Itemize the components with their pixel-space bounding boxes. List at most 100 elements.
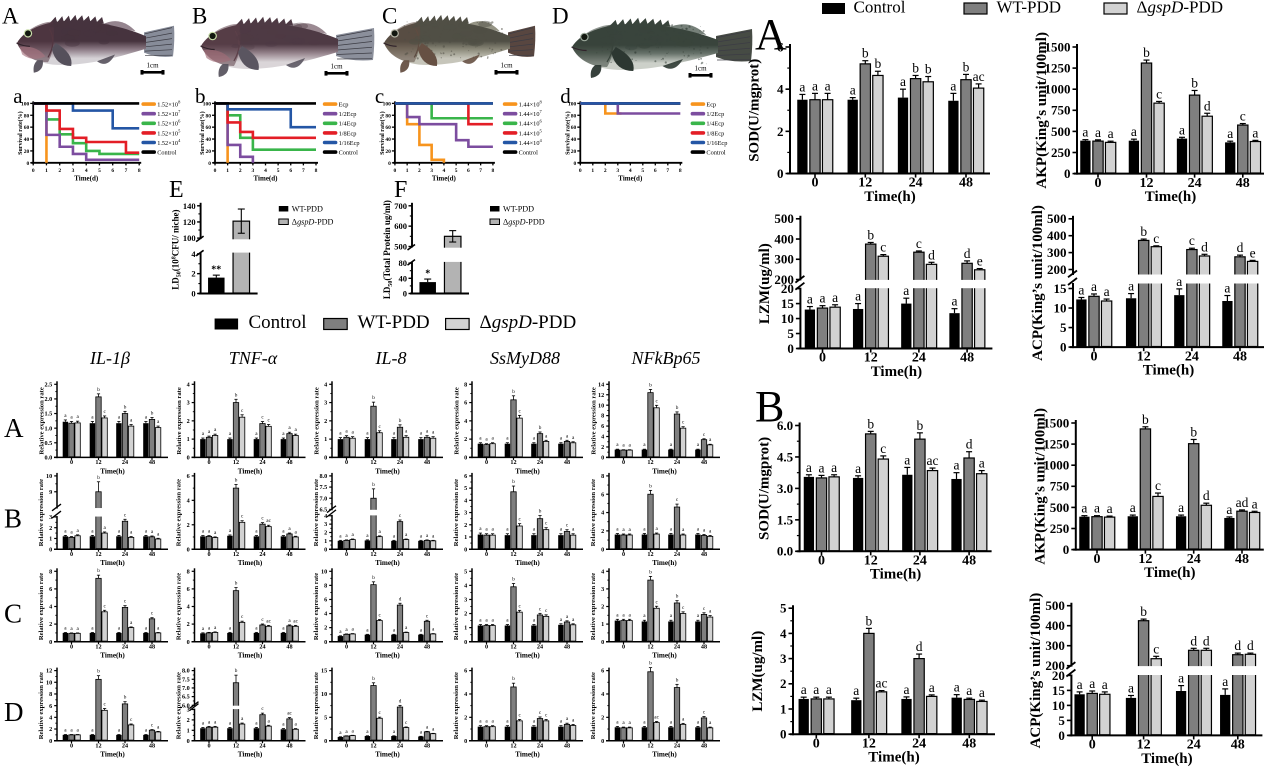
svg-text:a: a: [616, 442, 619, 448]
svg-text:a: a: [491, 527, 494, 533]
svg-text:c: c: [518, 408, 521, 414]
svg-text:b: b: [151, 411, 154, 417]
svg-text:b: b: [372, 482, 375, 488]
svg-text:Time(h): Time(h): [375, 559, 400, 567]
svg-text:0: 0: [813, 736, 820, 751]
svg-text:20: 20: [1052, 668, 1065, 683]
svg-text:3: 3: [601, 586, 604, 593]
svg-text:a: a: [853, 683, 859, 698]
svg-text:48: 48: [564, 459, 570, 466]
svg-text:c: c: [703, 606, 706, 612]
svg-text:20: 20: [24, 149, 30, 155]
svg-text:200: 200: [1045, 658, 1065, 673]
svg-text:IL-1β: IL-1β: [89, 348, 130, 368]
svg-text:c: c: [1240, 109, 1246, 124]
svg-text:2: 2: [58, 168, 61, 174]
svg-text:400: 400: [774, 232, 794, 247]
svg-text:5: 5: [1060, 320, 1067, 335]
svg-text:a: a: [628, 443, 631, 449]
svg-text:a: a: [622, 720, 625, 726]
svg-text:48: 48: [286, 742, 292, 749]
svg-text:a: a: [118, 415, 121, 421]
svg-text:1.5: 1.5: [777, 512, 794, 527]
svg-text:a: a: [145, 728, 148, 734]
svg-text:12: 12: [370, 742, 376, 749]
svg-text:Time(h): Time(h): [515, 559, 540, 567]
svg-text:a: a: [491, 436, 494, 442]
svg-text:a: a: [533, 618, 536, 624]
svg-text:40: 40: [385, 137, 391, 143]
svg-text:100: 100: [568, 101, 577, 107]
svg-text:b: b: [97, 475, 100, 481]
svg-text:a: a: [1178, 671, 1184, 686]
svg-text:a: a: [622, 612, 625, 618]
svg-text:c: c: [545, 608, 548, 614]
svg-text:a: a: [506, 527, 509, 533]
svg-text:0: 0: [601, 546, 604, 553]
svg-text:Time(h): Time(h): [100, 559, 125, 567]
svg-text:24: 24: [912, 351, 926, 366]
svg-text:d: d: [1201, 239, 1208, 254]
svg-text:200: 200: [774, 272, 794, 287]
svg-text:a: a: [70, 415, 73, 421]
svg-text:a: a: [533, 719, 536, 725]
svg-text:12: 12: [647, 742, 653, 749]
svg-text:b: b: [97, 387, 100, 393]
svg-text:12: 12: [862, 736, 876, 751]
svg-text:4: 4: [601, 434, 604, 441]
svg-text:a: a: [366, 533, 369, 539]
svg-text:14: 14: [598, 381, 604, 388]
svg-text:a: a: [229, 528, 232, 534]
svg-text:c: c: [375, 84, 384, 108]
svg-text:a: a: [214, 625, 217, 631]
svg-text:a: a: [655, 526, 658, 532]
svg-text:a: a: [64, 528, 67, 534]
svg-text:Relative expression rate: Relative expression rate: [38, 672, 45, 739]
svg-text:a: a: [1130, 500, 1136, 515]
svg-text:c: c: [426, 613, 429, 619]
svg-text:7.5: 7.5: [182, 676, 190, 683]
svg-text:a: a: [670, 720, 673, 726]
svg-text:48: 48: [564, 551, 570, 558]
svg-text:1: 1: [49, 536, 52, 543]
svg-text:0: 0: [187, 639, 190, 646]
svg-text:a: a: [339, 431, 342, 437]
svg-text:a: a: [405, 429, 408, 435]
svg-text:6: 6: [601, 423, 604, 430]
svg-text:0: 0: [187, 455, 190, 462]
svg-text:0: 0: [485, 551, 488, 558]
svg-text:c: c: [378, 613, 381, 619]
svg-text:48: 48: [286, 643, 292, 650]
svg-text:a: a: [807, 292, 813, 307]
svg-text:a: a: [950, 78, 956, 93]
svg-text:c: c: [124, 599, 127, 605]
svg-text:0: 0: [485, 643, 488, 650]
svg-text:a: a: [1091, 279, 1097, 294]
svg-text:48: 48: [149, 551, 155, 558]
svg-text:Relative expression rate: Relative expression rate: [590, 672, 597, 739]
svg-text:1250: 1250: [1045, 61, 1071, 76]
svg-text:0: 0: [70, 643, 73, 650]
svg-text:A: A: [755, 10, 787, 59]
svg-text:a: a: [622, 527, 625, 533]
svg-text:c: c: [1153, 641, 1159, 656]
svg-text:8: 8: [492, 168, 495, 174]
svg-text:a: a: [709, 437, 712, 443]
svg-text:2: 2: [464, 611, 467, 618]
svg-text:24: 24: [674, 643, 680, 650]
svg-text:600: 600: [394, 221, 407, 231]
svg-text:48: 48: [424, 551, 430, 558]
svg-text:a: a: [966, 683, 972, 698]
svg-text:Time(h): Time(h): [238, 559, 263, 567]
svg-text:a: a: [70, 530, 73, 536]
svg-text:a: a: [506, 436, 509, 442]
svg-text:c: c: [261, 706, 264, 712]
svg-text:c: c: [378, 424, 381, 430]
svg-text:c: c: [241, 514, 244, 520]
svg-text:Time(h): Time(h): [652, 467, 677, 475]
svg-text:a: a: [616, 612, 619, 618]
svg-text:1: 1: [464, 625, 467, 632]
svg-text:a: a: [1227, 126, 1233, 141]
svg-text:a: a: [255, 529, 258, 535]
svg-text:6: 6: [324, 597, 327, 604]
